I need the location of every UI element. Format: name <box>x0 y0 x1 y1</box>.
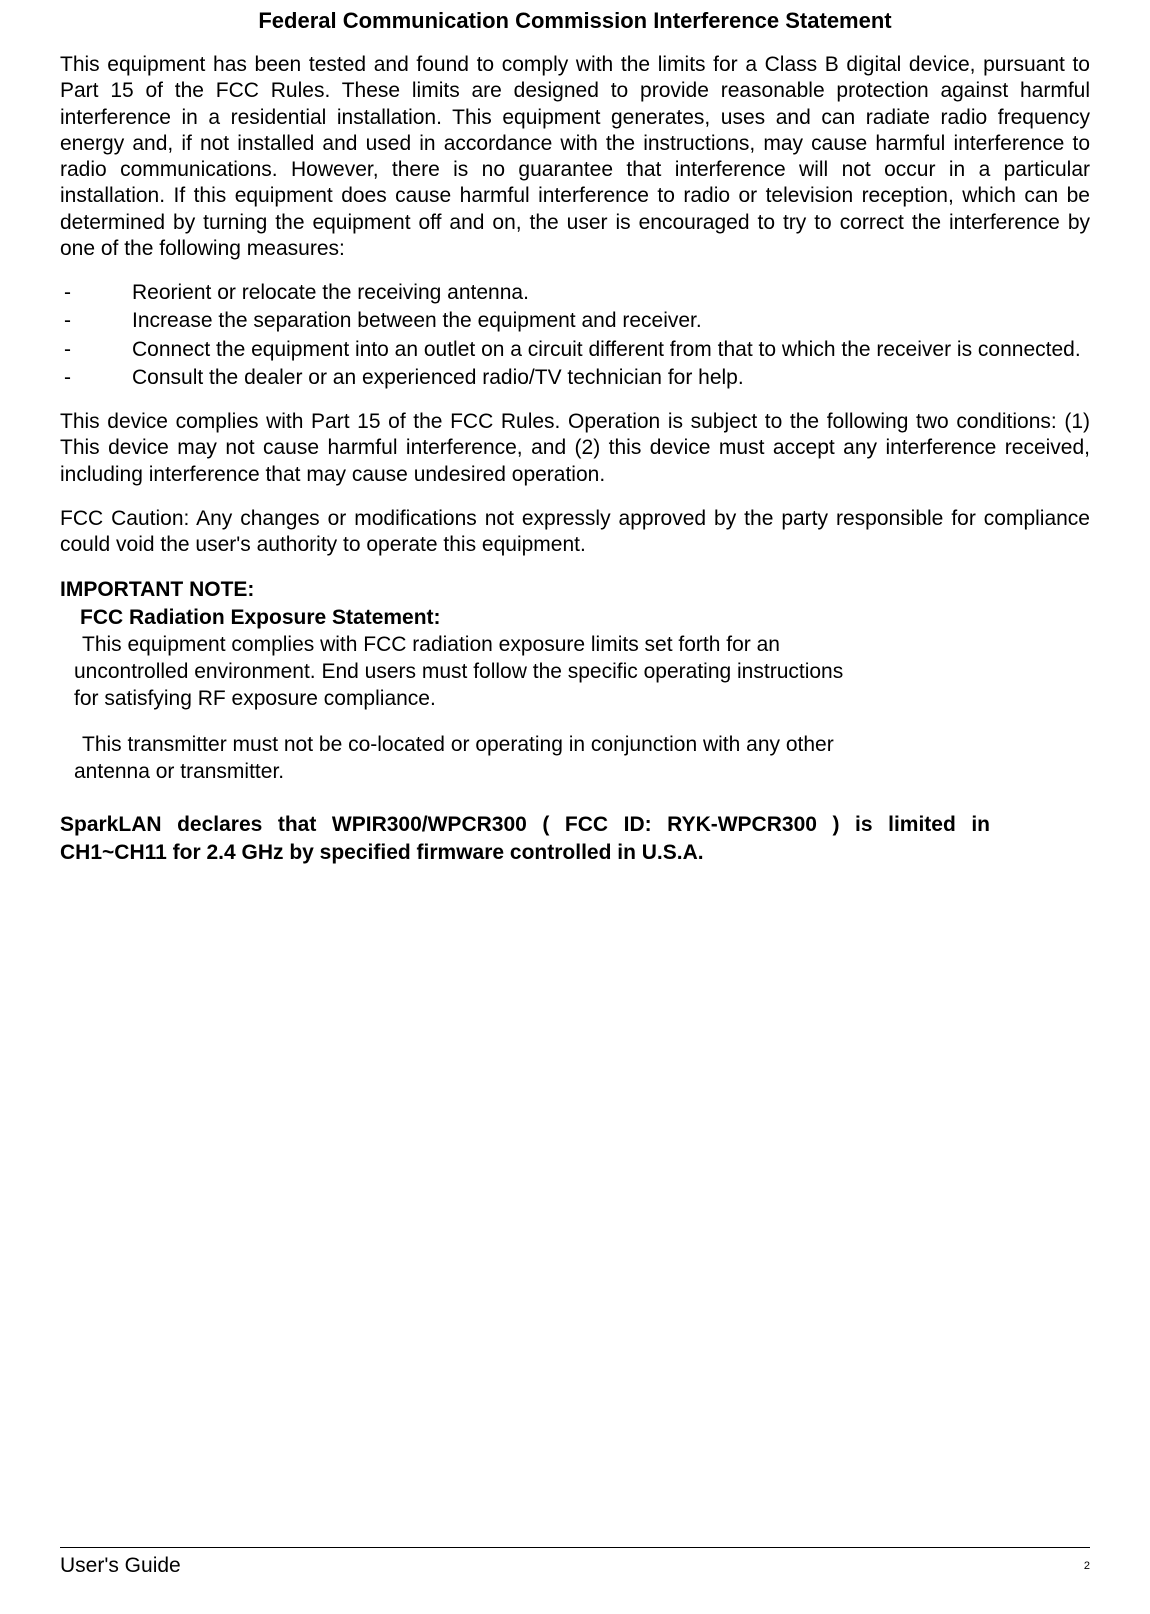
list-item: - Increase the separation between the eq… <box>60 308 1090 334</box>
radiation-line: for satisfying RF exposure compliance. <box>60 685 1090 712</box>
radiation-subheading: FCC Radiation Exposure Statement: <box>60 604 1090 631</box>
bullet-marker: - <box>60 280 132 306</box>
bullet-list: - Reorient or relocate the receiving ant… <box>60 280 1090 391</box>
bullet-text: Connect the equipment into an outlet on … <box>132 337 1090 363</box>
list-item: - Reorient or relocate the receiving ant… <box>60 280 1090 306</box>
footer-title: User's Guide <box>60 1554 181 1578</box>
page-footer: User's Guide 2 <box>60 1547 1090 1578</box>
important-note-heading: IMPORTANT NOTE: <box>60 576 1090 603</box>
list-item: - Connect the equipment into an outlet o… <box>60 337 1090 363</box>
page-number: 2 <box>1084 1560 1090 1572</box>
bullet-text: Increase the separation between the equi… <box>132 308 1090 334</box>
radiation-line: uncontrolled environment. End users must… <box>60 658 1090 685</box>
bullet-text: Reorient or relocate the receiving anten… <box>132 280 1090 306</box>
transmitter-line: antenna or transmitter. <box>60 758 1090 785</box>
bullet-marker: - <box>60 308 132 334</box>
bullet-marker: - <box>60 337 132 363</box>
page-title: Federal Communication Commission Interfe… <box>60 8 1090 34</box>
bullet-marker: - <box>60 365 132 391</box>
paragraph-2: This device complies with Part 15 of the… <box>60 409 1090 488</box>
list-item: - Consult the dealer or an experienced r… <box>60 365 1090 391</box>
radiation-line: This equipment complies with FCC radiati… <box>60 631 1090 658</box>
paragraph-1: This equipment has been tested and found… <box>60 52 1090 262</box>
transmitter-line: This transmitter must not be co-located … <box>60 731 1090 758</box>
declaration-statement: SparkLAN declares that WPIR300/WPCR300 (… <box>60 811 1090 866</box>
bullet-text: Consult the dealer or an experienced rad… <box>132 365 1090 391</box>
paragraph-3: FCC Caution: Any changes or modification… <box>60 506 1090 559</box>
